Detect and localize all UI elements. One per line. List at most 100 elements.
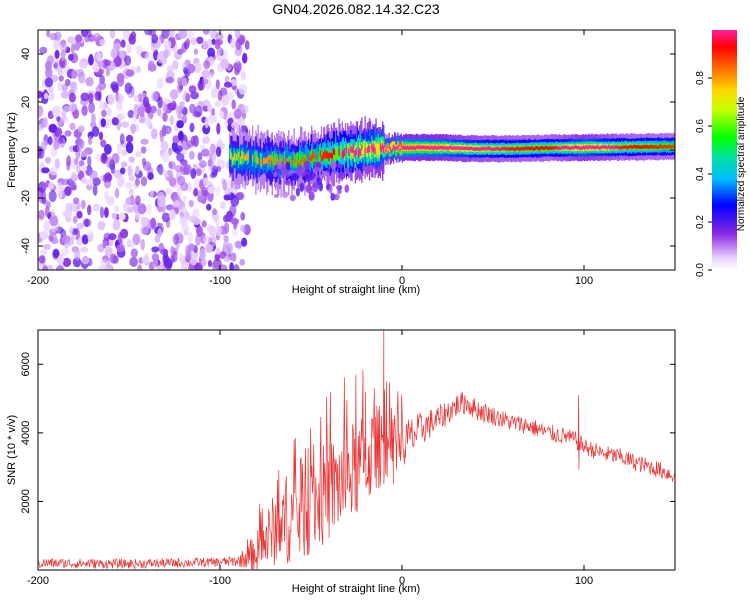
noise-blob [188, 85, 197, 94]
noise-blob [128, 156, 135, 163]
ridge-cell [451, 146, 454, 151]
ridge-cell [400, 143, 402, 147]
noise-blob [199, 248, 207, 260]
ridge-cell [377, 141, 379, 156]
ridge-wisp [282, 191, 289, 198]
ridge-cell [516, 146, 518, 150]
noise-blob [238, 36, 245, 46]
ridge-cell [305, 154, 307, 166]
ridge-cell [492, 147, 494, 152]
noise-blob [54, 59, 60, 72]
ridge-cell [416, 145, 419, 149]
noise-blob [41, 140, 47, 151]
noise-blob [205, 243, 214, 253]
noise-blob [181, 224, 190, 233]
ridge-cell [447, 146, 449, 151]
ridge-cell [399, 143, 401, 150]
ridge-cell [375, 143, 377, 154]
ridge-cell [318, 146, 320, 163]
ridge-cell [252, 154, 254, 162]
noise-blob [233, 264, 240, 270]
noise-blob [104, 118, 112, 129]
ridge-cell [259, 153, 261, 167]
noise-blob [88, 92, 94, 104]
noise-blob [48, 182, 55, 190]
noise-blob [38, 123, 44, 132]
ridge-cell [617, 146, 620, 150]
ridge-cell [265, 158, 267, 165]
ridge-cell [624, 145, 626, 150]
noise-blob [117, 175, 126, 185]
colorbar-tick-label: 0.2 [695, 215, 706, 229]
ridge-cell [601, 145, 603, 149]
noise-blob [157, 227, 162, 238]
spectrogram-y-ticks: -40 -20 0 20 40 [20, 48, 675, 254]
noise-blob [176, 152, 185, 162]
x-tick-label: -100 [209, 575, 231, 587]
noise-blob [70, 81, 76, 91]
noise-blob [59, 56, 67, 69]
ridge-cell [657, 145, 659, 149]
noise-blob [196, 225, 203, 237]
ridge-cell [314, 153, 316, 167]
noise-blob [180, 164, 189, 176]
noise-blob [215, 247, 221, 255]
ridge-cell [526, 147, 528, 151]
ridge-wisp [315, 162, 322, 169]
ridge-cell [436, 146, 438, 150]
ridge-cell [631, 145, 633, 150]
ridge-cell [589, 145, 591, 149]
ridge-cell [351, 147, 353, 153]
noise-blob [80, 246, 89, 253]
noise-blob [215, 31, 224, 42]
ridge-cell [389, 146, 391, 151]
ridge-cell [295, 152, 297, 168]
ridge-cell [397, 141, 399, 148]
noise-blob [140, 146, 147, 154]
ridge-cell [463, 146, 466, 150]
noise-blob [168, 209, 176, 221]
ridge-cell [431, 145, 433, 149]
ridge-cell [658, 145, 660, 149]
noise-blob [202, 177, 208, 187]
ridge-cell [450, 146, 453, 150]
noise-blob [45, 156, 51, 164]
noise-blob [216, 122, 221, 135]
noise-blob [233, 62, 240, 71]
noise-blob [43, 264, 48, 270]
ridge-cell [600, 145, 602, 150]
ridge-cell [267, 156, 269, 164]
ridge-wisp [299, 182, 305, 192]
ridge-cell [461, 146, 463, 150]
spectrogram-noise [38, 30, 251, 270]
ridge-cell [362, 144, 364, 158]
noise-blob [179, 101, 185, 110]
noise-blob [75, 34, 83, 43]
noise-blob [230, 217, 240, 225]
ridge-cell [387, 150, 389, 154]
ridge-cell [345, 146, 348, 154]
ridge-cell [268, 154, 270, 160]
noise-blob [149, 189, 154, 198]
noise-blob [207, 159, 213, 167]
ridge-cell [327, 140, 329, 165]
ridge-cell [551, 147, 553, 151]
ridge-wisp [330, 192, 335, 201]
ridge-cell [237, 151, 240, 159]
ridge-cell [379, 144, 382, 151]
ridge-cell [575, 145, 577, 149]
noise-blob [166, 65, 175, 72]
noise-blob [226, 92, 234, 101]
ridge-cell [572, 146, 574, 150]
noise-blob [169, 161, 176, 170]
ridge-cell [581, 146, 584, 150]
noise-blob [229, 204, 237, 217]
snr-y-label: SNR (10 * v/v) [6, 415, 18, 485]
noise-blob [209, 143, 216, 155]
noise-blob [91, 126, 100, 137]
noise-blob [129, 257, 138, 267]
noise-blob [138, 117, 146, 124]
noise-blob [226, 242, 233, 254]
ridge-cell [640, 145, 643, 149]
ridge-cell [632, 145, 634, 149]
